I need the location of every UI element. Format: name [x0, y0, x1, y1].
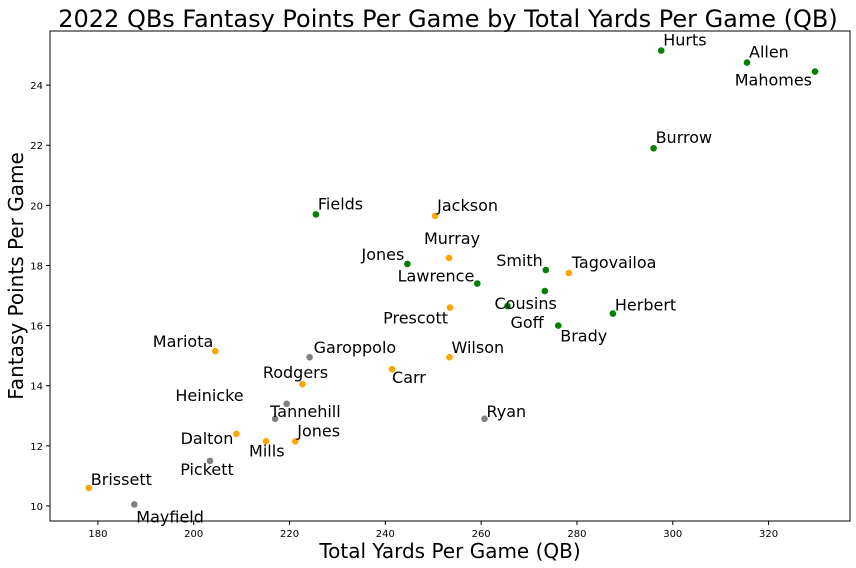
data-point [811, 68, 819, 75]
data-point [657, 47, 665, 54]
y-tick-label: 12 [30, 442, 43, 453]
point-label: Tagovailoa [571, 253, 657, 272]
point-label: Jones [361, 245, 405, 264]
point-label: Wilson [452, 338, 505, 357]
data-points [85, 47, 819, 508]
x-axis-label: Total Yards Per Game (QB) [318, 539, 580, 563]
data-point [211, 347, 219, 355]
point-label: Tannehill [269, 402, 341, 421]
point-label: Prescott [383, 309, 448, 328]
point-label: Rodgers [263, 363, 328, 382]
point-label: Jackson [436, 196, 498, 215]
data-point [446, 353, 453, 361]
data-point [445, 254, 453, 262]
data-point [233, 430, 240, 438]
data-point [271, 415, 279, 423]
point-label: Heinicke [175, 386, 243, 405]
point-label: Hurts [663, 31, 706, 50]
x-tick-label: 240 [376, 529, 395, 540]
point-label: Dalton [181, 429, 234, 448]
data-point [554, 322, 562, 329]
point-label: Brady [560, 327, 607, 346]
data-point [474, 280, 481, 287]
data-point [404, 260, 411, 268]
point-label: Allen [749, 43, 789, 62]
x-tick-label: 280 [567, 529, 586, 540]
data-point [306, 353, 313, 361]
point-label: Jones [296, 421, 340, 440]
data-point [312, 211, 320, 218]
plot-frame [49, 30, 851, 522]
data-point [206, 457, 214, 465]
data-point [542, 266, 550, 274]
point-label: Lawrence [398, 267, 475, 286]
y-tick-label: 24 [30, 81, 43, 92]
x-tick-label: 300 [663, 529, 682, 540]
point-label: Brissett [91, 470, 152, 489]
data-point [85, 484, 93, 492]
data-point [283, 400, 290, 408]
point-label: Pickett [180, 460, 234, 479]
data-point [291, 438, 299, 445]
data-point [431, 212, 439, 220]
y-tick-label: 16 [30, 322, 43, 333]
point-label: Carr [392, 368, 426, 387]
chart-title: 2022 QBs Fantasy Points Per Game by Tota… [58, 5, 838, 33]
data-point [609, 310, 617, 317]
data-point [504, 302, 511, 310]
point-label: Mahomes [735, 71, 812, 90]
data-point [388, 365, 396, 373]
point-labels: Hurts Allen Mahomes Burrow Fields Jackson Murr… [91, 31, 812, 527]
axis-ticks: 180 200 220 240 260 280 300 320 10 12 14 16 18 20 22 24 [30, 81, 778, 540]
y-tick-label: 14 [30, 382, 43, 393]
data-point [481, 415, 488, 423]
point-label: Fields [318, 194, 363, 213]
point-label: Herbert [615, 296, 676, 315]
point-label: Mariota [153, 332, 214, 351]
y-tick-label: 22 [30, 141, 43, 152]
y-tick-label: 18 [30, 261, 43, 272]
data-point [743, 59, 751, 66]
y-axis-label: Fantasy Points Per Game [4, 152, 28, 400]
data-point [446, 304, 454, 311]
x-tick-label: 260 [472, 529, 491, 540]
point-label: Goff [510, 313, 544, 332]
point-label: Ryan [486, 402, 526, 421]
x-tick-label: 180 [88, 529, 107, 540]
data-point [541, 287, 549, 295]
point-label: Mills [249, 441, 284, 460]
point-label: Murray [424, 229, 480, 248]
y-tick-label: 10 [30, 502, 43, 513]
x-tick-label: 220 [280, 529, 299, 540]
data-point [131, 501, 138, 508]
data-point [565, 269, 573, 277]
point-label: Garoppolo [314, 338, 397, 357]
data-point [299, 380, 306, 388]
y-tick-label: 20 [30, 201, 43, 212]
x-tick-label: 320 [759, 529, 778, 540]
data-point [650, 144, 657, 152]
x-tick-label: 200 [184, 529, 203, 540]
point-label: Cousins [494, 294, 556, 313]
point-label: Smith [496, 251, 543, 270]
point-label: Burrow [656, 128, 713, 147]
point-label: Mayfield [136, 507, 204, 526]
data-point [262, 438, 270, 445]
